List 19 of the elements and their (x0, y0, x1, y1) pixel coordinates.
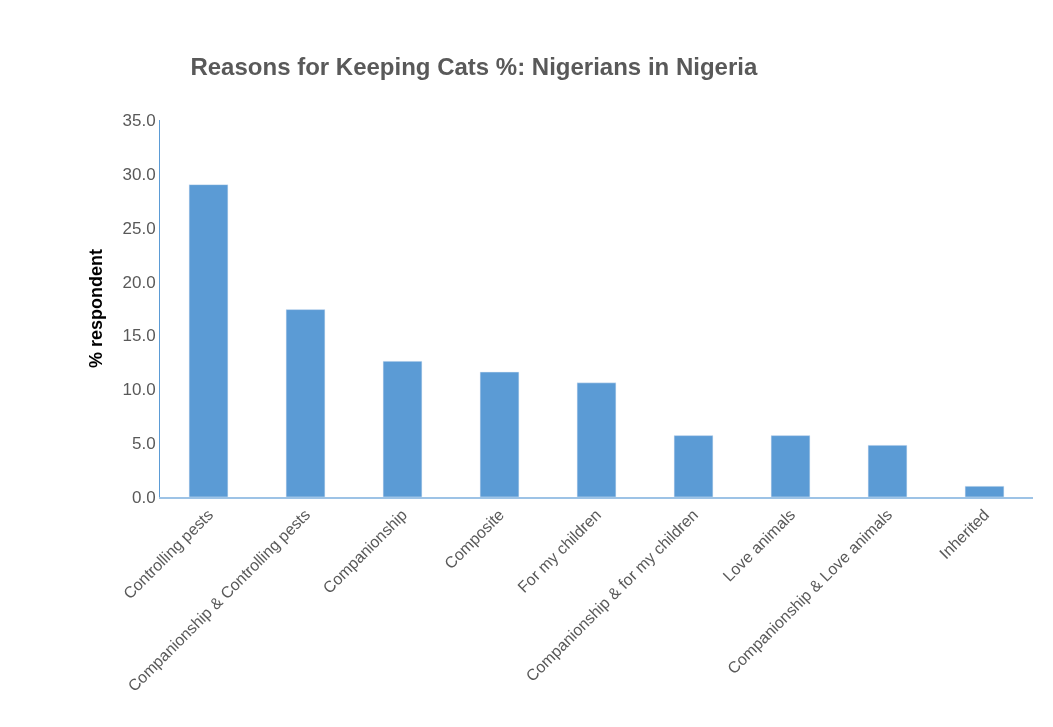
bar (188, 184, 229, 497)
bar (479, 371, 520, 497)
bar (285, 309, 326, 497)
bar (867, 445, 908, 497)
y-tick-label: 20.0 (122, 272, 156, 292)
bar (770, 435, 811, 497)
y-tick-label: 10.0 (122, 380, 156, 400)
y-tick-label: 15.0 (122, 326, 156, 346)
bar (576, 382, 617, 497)
y-tick-label: 25.0 (122, 218, 156, 238)
bar (673, 435, 714, 497)
y-tick-label: 35.0 (122, 110, 156, 130)
y-axis-title: % respondent (85, 248, 106, 369)
y-tick-label: 0.0 (131, 487, 156, 507)
bar (964, 485, 1005, 497)
chart-title: Reasons for Keeping Cats %: Nigerians in Nigeria (190, 52, 758, 80)
bar (382, 361, 423, 497)
y-tick-label: 30.0 (122, 164, 156, 184)
y-tick-label: 5.0 (131, 434, 156, 454)
